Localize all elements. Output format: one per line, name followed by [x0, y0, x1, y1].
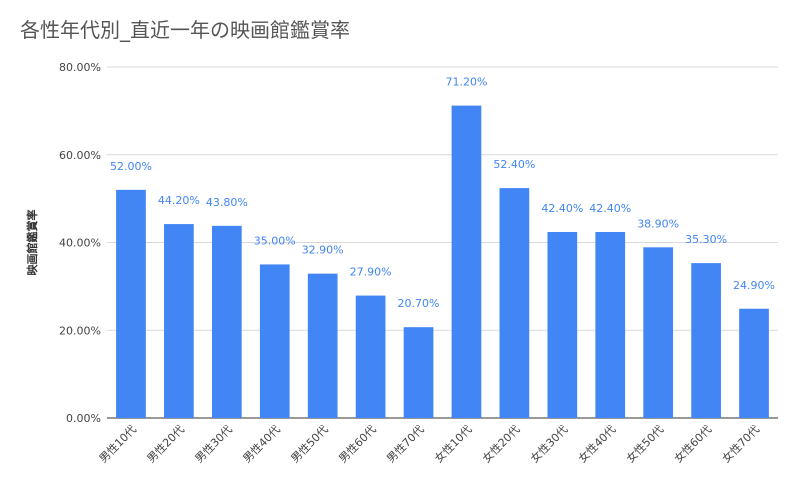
- bar: [691, 263, 721, 418]
- data-label: 42.40%: [589, 202, 631, 215]
- y-tick-label: 80.00%: [59, 61, 101, 74]
- x-tick-label: 男性30代: [192, 422, 235, 465]
- y-tick-label: 40.00%: [59, 237, 101, 250]
- data-label: 24.90%: [733, 279, 775, 292]
- data-label: 35.00%: [254, 234, 296, 247]
- y-axis-ticks: 0.00% 20.00% 40.00% 60.00% 80.00%: [59, 61, 101, 425]
- bar: [211, 225, 242, 418]
- data-label: 27.90%: [350, 266, 392, 279]
- x-tick-label: 男性40代: [240, 422, 283, 465]
- data-label: 44.20%: [158, 194, 200, 207]
- data-label: 42.40%: [541, 202, 583, 215]
- bar: [164, 224, 194, 418]
- x-tick-label: 女性60代: [671, 422, 714, 465]
- x-tick-label: 男性50代: [288, 422, 331, 465]
- bar: [259, 264, 290, 418]
- y-tick-label: 0.00%: [66, 412, 101, 425]
- data-labels: 52.00% 44.20% 43.80% 35.00% 32.90% 27.90% 20.7…: [110, 76, 775, 311]
- x-tick-label: 女性20代: [479, 422, 522, 465]
- data-label: 71.20%: [445, 76, 487, 89]
- bar: [739, 308, 769, 418]
- x-tick-label: 女性40代: [575, 422, 618, 465]
- bars: [116, 105, 769, 419]
- bar: [643, 247, 674, 418]
- y-tick-label: 60.00%: [59, 149, 101, 162]
- x-tick-label: 女性50代: [623, 422, 666, 465]
- data-label: 52.00%: [110, 160, 152, 173]
- x-tick-label: 男性10代: [96, 422, 139, 465]
- bar: [403, 327, 434, 418]
- x-tick-label: 女性10代: [431, 422, 474, 465]
- data-label: 32.90%: [302, 244, 344, 257]
- bar: [547, 231, 578, 418]
- chart-title: 各性年代別_直近一年の映画館鑑賞率: [20, 18, 350, 42]
- bar: [116, 189, 146, 418]
- bar: [355, 295, 386, 418]
- bar: [451, 105, 482, 419]
- gridlines: [107, 66, 778, 419]
- bar: [499, 188, 530, 418]
- bar: [595, 231, 626, 418]
- x-tick-label: 女性30代: [527, 422, 570, 465]
- y-tick-label: 20.00%: [59, 324, 101, 337]
- bar: [307, 273, 338, 418]
- x-tick-label: 男性70代: [384, 422, 427, 465]
- y-axis-title: 映画館鑑賞率: [25, 210, 39, 276]
- x-axis-ticks: 男性10代 男性20代 男性30代 男性40代 男性50代 男性60代 男性70代 女性10代…: [96, 422, 762, 465]
- data-label: 35.30%: [685, 233, 727, 246]
- data-label: 38.90%: [637, 217, 679, 230]
- x-tick-label: 男性60代: [336, 422, 379, 465]
- x-tick-label: 男性20代: [144, 422, 187, 465]
- data-label: 52.40%: [493, 158, 535, 171]
- data-label: 20.70%: [398, 297, 440, 310]
- data-label: 43.80%: [206, 196, 248, 209]
- x-tick-label: 女性70代: [719, 422, 762, 465]
